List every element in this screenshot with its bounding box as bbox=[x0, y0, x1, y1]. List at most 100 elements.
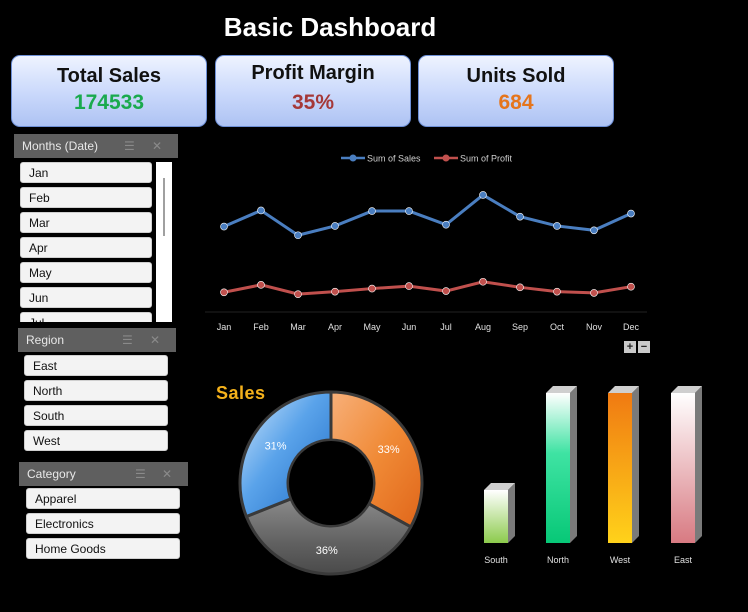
line-point bbox=[331, 222, 339, 230]
slicer-category: Category ☰ ✕ Apparel Electronics Home Go… bbox=[19, 462, 188, 562]
kpi-total-sales-card: Total Sales 174533 bbox=[11, 55, 207, 127]
multi-select-icon[interactable]: ☰ bbox=[135, 467, 146, 481]
line-point bbox=[368, 207, 376, 215]
bar-north bbox=[546, 386, 577, 543]
x-tick-label: Mar bbox=[290, 322, 306, 332]
scrollbar[interactable] bbox=[156, 162, 172, 322]
slicer-item-electronics[interactable]: Electronics bbox=[26, 513, 180, 534]
kpi-value: 684 bbox=[498, 91, 534, 114]
x-tick-label: Nov bbox=[586, 322, 603, 332]
multi-select-icon[interactable]: ☰ bbox=[124, 139, 135, 153]
slicer-item-home-goods[interactable]: Home Goods bbox=[26, 538, 180, 559]
clear-filter-icon[interactable]: ✕ bbox=[162, 467, 173, 481]
kpi-label: Profit Margin bbox=[251, 62, 375, 84]
line-point bbox=[627, 282, 635, 291]
bar-label: North bbox=[547, 555, 569, 565]
x-tick-label: Oct bbox=[550, 322, 565, 332]
bar-label: West bbox=[610, 555, 631, 565]
slicer-title: Months (Date) bbox=[22, 139, 99, 153]
slicer-title: Region bbox=[26, 333, 65, 347]
line-point bbox=[257, 206, 265, 215]
slicer-items: Jan Feb Mar Apr May Jun bbox=[20, 162, 152, 312]
legend-marker-profit bbox=[442, 154, 450, 162]
donut-title: Sales bbox=[216, 383, 266, 403]
multi-select-icon[interactable]: ☰ bbox=[122, 333, 133, 347]
bar-west bbox=[608, 386, 639, 543]
donut-slice bbox=[244, 496, 413, 576]
slicer-header: Region ☰ ✕ bbox=[18, 328, 176, 352]
slicer-header: Months (Date) ☰ ✕ bbox=[14, 134, 178, 158]
line-chart-legend: Sum of Sales Sum of Profit bbox=[341, 154, 513, 164]
line-point bbox=[442, 220, 450, 229]
donut-slice bbox=[238, 390, 333, 519]
x-tick-label: Feb bbox=[253, 322, 269, 332]
clear-filter-icon[interactable]: ✕ bbox=[150, 333, 161, 347]
kpi-profit-margin-card: Profit Margin 35% bbox=[215, 55, 411, 127]
line-series-profit bbox=[223, 280, 632, 296]
slicer-title: Category bbox=[27, 467, 76, 481]
donut-slice-label: 36% bbox=[316, 545, 338, 557]
line-point bbox=[553, 287, 561, 296]
kpi-value: 35% bbox=[291, 91, 335, 114]
x-tick-label: Jun bbox=[402, 322, 417, 332]
line-point bbox=[516, 212, 524, 221]
line-point bbox=[627, 209, 635, 218]
zoom-in-button[interactable]: + bbox=[624, 341, 636, 353]
slicer-item-feb[interactable]: Feb bbox=[20, 187, 152, 208]
donut-slice-label: 33% bbox=[378, 444, 400, 456]
slicer-item-west[interactable]: West bbox=[24, 430, 168, 451]
page-title: Basic Dashboard bbox=[223, 12, 437, 42]
legend-label-sales: Sum of Sales bbox=[367, 154, 421, 164]
line-point bbox=[220, 222, 228, 231]
x-tick-label: Dec bbox=[623, 322, 640, 332]
kpi-label: Units Sold bbox=[466, 65, 566, 87]
slicer-months: Months (Date) ☰ ✕ Jan Feb Mar Apr May Ju… bbox=[14, 134, 178, 322]
x-tick-label: Aug bbox=[475, 322, 491, 332]
kpi-label: Total Sales bbox=[56, 65, 162, 87]
clear-filter-icon[interactable]: ✕ bbox=[152, 139, 163, 153]
slicer-item-north[interactable]: North bbox=[24, 380, 168, 401]
legend-label-profit: Sum of Profit bbox=[460, 154, 513, 164]
slicer-item-south[interactable]: South bbox=[24, 405, 168, 426]
zoom-out-button[interactable]: − bbox=[638, 341, 650, 353]
bar-chart: South North West East bbox=[484, 386, 702, 565]
slicer-item-jul-partial[interactable]: Jul bbox=[20, 312, 152, 322]
line-point bbox=[479, 277, 487, 286]
donut-slice-label: 31% bbox=[265, 440, 287, 452]
line-point bbox=[257, 281, 265, 289]
line-chart: Sum of Sales Sum of Profit Jan Feb Mar Apr M… bbox=[205, 154, 647, 332]
slicer-item-apparel[interactable]: Apparel bbox=[26, 488, 180, 509]
slicer-item-east[interactable]: East bbox=[24, 355, 168, 376]
slicer-region: Region ☰ ✕ East North South West bbox=[18, 328, 176, 454]
line-point bbox=[368, 284, 376, 293]
line-point bbox=[405, 282, 413, 290]
kpi-value: 174533 bbox=[73, 91, 145, 114]
slicer-item-jun[interactable]: Jun bbox=[20, 287, 152, 308]
line-point bbox=[294, 231, 302, 240]
line-point bbox=[331, 287, 339, 296]
slicer-item-mar[interactable]: Mar bbox=[20, 212, 152, 233]
donut-slice bbox=[329, 390, 424, 529]
bar-label: East bbox=[674, 555, 693, 565]
x-tick-label: Jan bbox=[217, 322, 232, 332]
scrollbar-thumb[interactable] bbox=[163, 178, 165, 236]
bar-south bbox=[484, 483, 515, 543]
donut-hole bbox=[289, 441, 373, 525]
line-point bbox=[553, 222, 561, 230]
line-point bbox=[294, 290, 302, 298]
slicer-item-jan[interactable]: Jan bbox=[20, 162, 152, 183]
kpi-units-sold-card: Units Sold 684 bbox=[418, 55, 614, 127]
bar-label: South bbox=[484, 555, 508, 565]
x-tick-label: Apr bbox=[328, 322, 342, 332]
x-tick-label: Jul bbox=[440, 322, 452, 332]
donut-chart: 33% 36% 31% bbox=[238, 390, 424, 576]
slicer-item-may[interactable]: May bbox=[20, 262, 152, 283]
line-point bbox=[516, 283, 524, 292]
slicer-header: Category ☰ ✕ bbox=[19, 462, 188, 486]
line-point bbox=[220, 288, 228, 297]
line-point bbox=[442, 287, 450, 295]
bar-east bbox=[671, 386, 702, 543]
line-point bbox=[405, 207, 413, 215]
slicer-item-apr[interactable]: Apr bbox=[20, 237, 152, 258]
legend-marker-sales bbox=[349, 154, 357, 162]
